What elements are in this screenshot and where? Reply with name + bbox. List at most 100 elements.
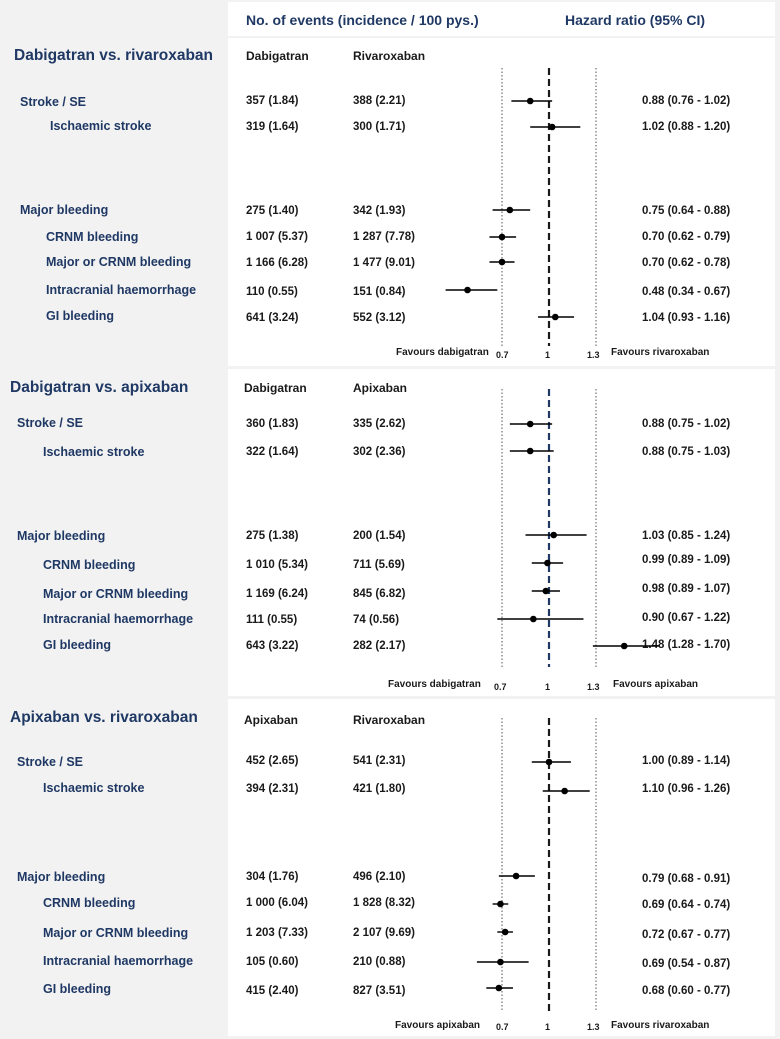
section-1-row-2-col2: 342 (1.93) bbox=[353, 205, 406, 217]
section-1-row-6-point bbox=[551, 313, 559, 321]
section-2-row-5-col1: 111 (0.55) bbox=[246, 614, 298, 626]
section-3-row-6-label: GI bleeding bbox=[43, 982, 112, 996]
section-3-row-6-col2: 827 (3.51) bbox=[353, 985, 406, 997]
section-2-row-6-col1: 643 (3.22) bbox=[246, 640, 299, 652]
hazard-ratio-column-title: Hazard ratio (95% CI) bbox=[565, 12, 706, 28]
section-2-favours-left: Favours dabigatran bbox=[388, 679, 481, 690]
section-2-row-4-col2: 845 (6.82) bbox=[353, 588, 406, 600]
section-2-row-3-col1: 1 010 (5.34) bbox=[246, 559, 309, 571]
section-1-tick-0.7: 0.7 bbox=[496, 350, 509, 360]
section-1-row-3-hr: 0.70 (0.62 - 0.79) bbox=[642, 231, 731, 243]
section-3-favours-left: Favours apixaban bbox=[395, 1020, 481, 1031]
section-3-row-6-point bbox=[495, 984, 503, 992]
section-3-row-1-col2: 421 (1.80) bbox=[353, 783, 406, 795]
header-panel-bg bbox=[228, 2, 775, 36]
section-2-row-4-hr: 0.98 (0.89 - 1.07) bbox=[642, 583, 731, 595]
section-1-favours-left: Favours dabigatran bbox=[396, 347, 489, 358]
section-1-row-0-point bbox=[526, 97, 534, 105]
section-1-row-6-hr: 1.04 (0.93 - 1.16) bbox=[642, 312, 731, 324]
section-3-tick-1: 1 bbox=[545, 1022, 551, 1032]
section-1-row-2-col1: 275 (1.40) bbox=[246, 205, 299, 217]
section-3-col1-header: Apixaban bbox=[244, 713, 299, 727]
section-3-row-5-point bbox=[497, 958, 504, 966]
section-1-row-5-col1: 110 (0.55) bbox=[246, 286, 298, 298]
section-2-row-1-col2: 302 (2.36) bbox=[353, 446, 406, 458]
section-1-row-5-hr: 0.48 (0.34 - 0.67) bbox=[642, 286, 731, 298]
section-2-row-3-col2: 711 (5.69) bbox=[353, 559, 405, 571]
section-2-row-5-col2: 74 (0.56) bbox=[353, 614, 400, 626]
events-column-title: No. of events (incidence / 100 pys.) bbox=[246, 12, 479, 28]
section-1-row-1-label: Ischaemic stroke bbox=[50, 119, 152, 133]
section-3-tick-0.7: 0.7 bbox=[496, 1022, 509, 1032]
section-2-row-4-col1: 1 169 (6.24) bbox=[246, 588, 309, 600]
section-2-row-2-point bbox=[550, 531, 557, 539]
section-3-panel-bg bbox=[228, 699, 775, 1036]
section-3-row-0-col2: 541 (2.31) bbox=[353, 755, 406, 767]
section-2-row-3-point bbox=[544, 559, 551, 567]
section-3-row-5-label: Intracranial haemorrhage bbox=[43, 954, 194, 968]
section-1-row-2-point bbox=[506, 206, 514, 214]
section-1-row-1-hr: 1.02 (0.88 - 1.20) bbox=[642, 121, 731, 133]
section-2-title: Dabigatran vs. apixaban bbox=[10, 379, 189, 396]
section-2-row-6-hr: 1.48 (1.28 - 1.70) bbox=[642, 639, 731, 651]
section-1-row-0-hr: 0.88 (0.76 - 1.02) bbox=[642, 95, 731, 107]
section-2-tick-1: 1 bbox=[545, 682, 551, 692]
section-1-row-3-label: CRNM bleeding bbox=[46, 230, 139, 244]
section-2-row-0-label: Stroke / SE bbox=[17, 416, 83, 430]
section-1-col2-header: Rivaroxaban bbox=[353, 49, 426, 63]
section-2-row-4-point bbox=[542, 587, 550, 595]
section-1-favours-right: Favours rivaroxaban bbox=[611, 347, 710, 358]
section-1-row-3-col1: 1 007 (5.37) bbox=[246, 231, 309, 243]
section-3-row-5-col1: 105 (0.60) bbox=[246, 956, 299, 968]
section-3-row-1-point bbox=[561, 787, 568, 795]
section-3-favours-right: Favours rivaroxaban bbox=[611, 1020, 710, 1031]
section-3-row-5-hr: 0.69 (0.54 - 0.87) bbox=[642, 958, 731, 970]
section-3-row-6-hr: 0.68 (0.60 - 0.77) bbox=[642, 985, 731, 997]
section-1-row-4-col2: 1 477 (9.01) bbox=[353, 257, 416, 269]
section-2-row-6-col2: 282 (2.17) bbox=[353, 640, 406, 652]
section-2-col1-header: Dabigatran bbox=[244, 381, 307, 395]
section-2-row-3-label: CRNM bleeding bbox=[43, 558, 136, 572]
section-3-row-0-point bbox=[545, 758, 553, 766]
section-3-row-5-col2: 210 (0.88) bbox=[353, 956, 406, 968]
section-1-row-4-point bbox=[498, 258, 506, 266]
section-2-row-3-hr: 0.99 (0.89 - 1.09) bbox=[642, 554, 731, 566]
section-1-row-6-col2: 552 (3.12) bbox=[353, 312, 406, 324]
section-3-col2-header: Rivaroxaban bbox=[353, 713, 426, 727]
section-2-row-2-label: Major bleeding bbox=[17, 529, 106, 543]
section-2-row-5-hr: 0.90 (0.67 - 1.22) bbox=[642, 612, 731, 624]
section-2-row-4-label: Major or CRNM bleeding bbox=[43, 587, 189, 601]
section-3-row-0-hr: 1.00 (0.89 - 1.14) bbox=[642, 755, 731, 767]
section-2-row-5-label: Intracranial haemorrhage bbox=[43, 612, 194, 626]
section-1-tick-1: 1 bbox=[545, 350, 551, 360]
section-3-row-6-col1: 415 (2.40) bbox=[246, 985, 299, 997]
section-2-row-1-col1: 322 (1.64) bbox=[246, 446, 299, 458]
section-1-row-1-col1: 319 (1.64) bbox=[246, 121, 299, 133]
section-3-row-2-hr: 0.79 (0.68 - 0.91) bbox=[642, 873, 731, 885]
section-1-row-1-point bbox=[548, 123, 556, 131]
section-1-row-5-label: Intracranial haemorrhage bbox=[46, 283, 197, 297]
section-3-row-2-col1: 304 (1.76) bbox=[246, 871, 299, 883]
section-2-row-6-point bbox=[620, 642, 628, 650]
section-2-tick-0.7: 0.7 bbox=[494, 682, 507, 692]
section-2-tick-1.3: 1.3 bbox=[587, 682, 600, 692]
section-3-row-0-label: Stroke / SE bbox=[17, 755, 83, 769]
section-3-row-2-label: Major bleeding bbox=[17, 870, 106, 884]
section-3-row-1-hr: 1.10 (0.96 - 1.26) bbox=[642, 783, 731, 795]
section-1-row-0-col2: 388 (2.21) bbox=[353, 95, 406, 107]
section-2-row-1-point bbox=[526, 447, 534, 455]
section-2-row-5-point bbox=[530, 615, 537, 623]
section-2-row-0-hr: 0.88 (0.75 - 1.02) bbox=[642, 418, 731, 430]
section-3-row-3-point bbox=[497, 900, 504, 908]
section-1-row-5-col2: 151 (0.84) bbox=[353, 286, 406, 298]
section-3-row-3-label: CRNM bleeding bbox=[43, 896, 136, 910]
section-1-col1-header: Dabigatran bbox=[246, 49, 309, 63]
section-1-title: Dabigatran vs. rivaroxaban bbox=[14, 47, 213, 64]
section-2-row-2-hr: 1.03 (0.85 - 1.24) bbox=[642, 530, 731, 542]
section-1-row-6-col1: 641 (3.24) bbox=[246, 312, 299, 324]
section-3-tick-1.3: 1.3 bbox=[587, 1022, 600, 1032]
section-3-row-4-point bbox=[501, 928, 509, 936]
